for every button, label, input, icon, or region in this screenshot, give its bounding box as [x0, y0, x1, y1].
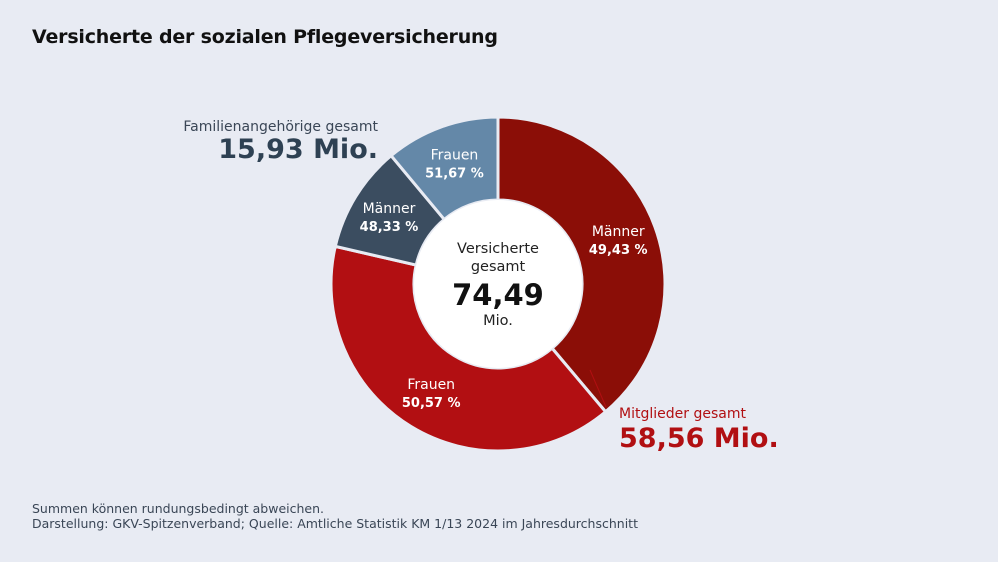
members-leader-line — [589, 369, 607, 408]
center-total-unit: Mio. — [483, 313, 513, 329]
slice-percent-label: 48,33 % — [360, 220, 419, 235]
slice-percent-label: 50,57 % — [402, 396, 461, 411]
family-group-label: Familienangehörige gesamt — [183, 119, 378, 135]
footer-note: Summen können rundungsbedingt abweichen. — [32, 501, 325, 516]
center-label-line2: gesamt — [471, 259, 526, 275]
slice-name-label: Männer — [363, 201, 416, 217]
center-total-value: 74,49 — [452, 278, 544, 312]
slice-percent-label: 49,43 % — [589, 243, 648, 258]
slice-percent-label: 51,67 % — [425, 167, 484, 182]
footer-source: Darstellung: GKV-Spitzenverband; Quelle:… — [32, 516, 638, 531]
chart-title: Versicherte der sozialen Pflegeversicher… — [32, 26, 498, 48]
members-group-label: Mitglieder gesamt — [619, 406, 746, 422]
footer: Summen können rundungsbedingt abweichen.… — [32, 501, 638, 531]
center-label-line1: Versicherte — [457, 241, 539, 257]
family-group-total: 15,93 Mio. — [218, 134, 378, 165]
donut-hole — [414, 200, 582, 368]
slice-name-label: Frauen — [431, 148, 479, 164]
members-group-total: 58,56 Mio. — [619, 423, 779, 454]
slice-name-label: Frauen — [407, 377, 455, 393]
slice-name-label: Männer — [592, 224, 645, 240]
